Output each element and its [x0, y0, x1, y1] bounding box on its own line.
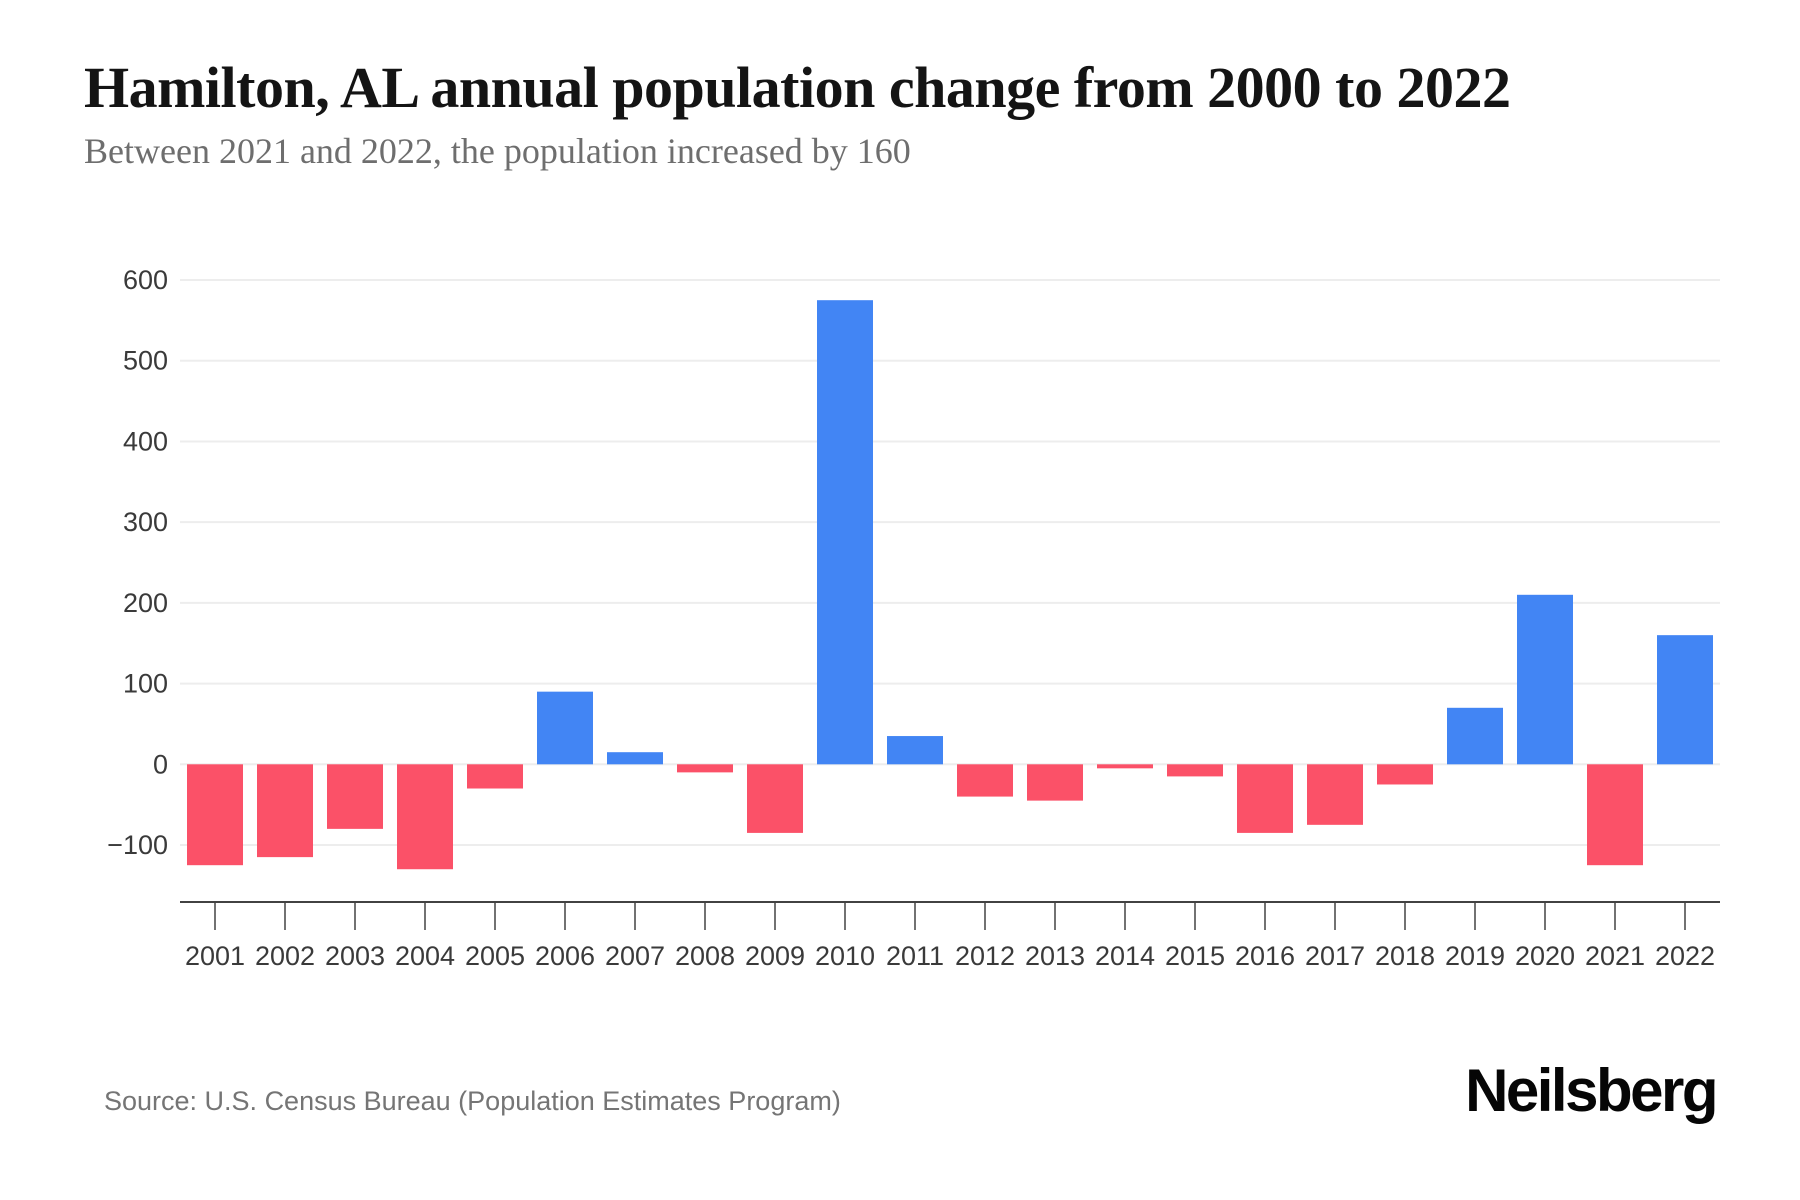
- bar-2013[interactable]: [1027, 764, 1083, 801]
- x-axis-label-2017: 2017: [1305, 941, 1365, 971]
- x-axis-label-2005: 2005: [465, 941, 525, 971]
- bar-2014[interactable]: [1097, 764, 1153, 769]
- x-axis-label-2009: 2009: [745, 941, 805, 971]
- bar-2010[interactable]: [817, 300, 873, 765]
- y-axis-label-400: 400: [123, 426, 168, 456]
- bar-2011[interactable]: [887, 736, 943, 765]
- bar-2015[interactable]: [1167, 764, 1223, 777]
- bar-2004[interactable]: [397, 764, 453, 870]
- x-axis-label-2020: 2020: [1515, 941, 1575, 971]
- chart-subtitle: Between 2021 and 2022, the population in…: [84, 131, 911, 171]
- x-axis-label-2006: 2006: [535, 941, 595, 971]
- bar-2022[interactable]: [1657, 635, 1713, 765]
- x-axis-label-2011: 2011: [886, 941, 944, 971]
- x-axis-label-2022: 2022: [1655, 941, 1715, 971]
- chart-title: Hamilton, AL annual population change fr…: [84, 55, 1511, 120]
- source-attribution: Source: U.S. Census Bureau (Population E…: [104, 1086, 841, 1116]
- bar-2002[interactable]: [257, 764, 313, 858]
- y-axis-label-100: 100: [123, 669, 168, 699]
- bar-2001[interactable]: [187, 764, 243, 866]
- bar-2018[interactable]: [1377, 764, 1433, 785]
- y-axis-label-0: 0: [153, 749, 168, 779]
- x-axis-label-2003: 2003: [325, 941, 385, 971]
- x-axis-label-2014: 2014: [1095, 941, 1155, 971]
- bar-2012[interactable]: [957, 764, 1013, 797]
- x-axis-label-2008: 2008: [675, 941, 735, 971]
- bar-2020[interactable]: [1517, 594, 1573, 765]
- x-axis-label-2001: 2001: [185, 941, 245, 971]
- x-axis-label-2016: 2016: [1235, 941, 1295, 971]
- x-axis-label-2002: 2002: [255, 941, 315, 971]
- x-axis-label-2010: 2010: [815, 941, 875, 971]
- bar-2006[interactable]: [537, 691, 593, 765]
- x-axis-label-2013: 2013: [1025, 941, 1085, 971]
- brand-logo: Neilsberg: [1465, 1057, 1718, 1124]
- y-axis-label-500: 500: [123, 346, 168, 376]
- bar-2009[interactable]: [747, 764, 803, 833]
- x-axis-label-2007: 2007: [605, 941, 665, 971]
- x-axis-label-2019: 2019: [1445, 941, 1505, 971]
- bar-2016[interactable]: [1237, 764, 1293, 833]
- y-axis-label-300: 300: [123, 507, 168, 537]
- y-axis-label-200: 200: [123, 588, 168, 618]
- y-axis-label-600: 600: [123, 265, 168, 295]
- x-axis-label-2015: 2015: [1165, 941, 1225, 971]
- bar-2017[interactable]: [1307, 764, 1363, 825]
- bar-2008[interactable]: [677, 764, 733, 773]
- bar-2019[interactable]: [1447, 707, 1503, 765]
- bar-2003[interactable]: [327, 764, 383, 829]
- x-axis-label-2004: 2004: [395, 941, 455, 971]
- x-axis-label-2021: 2021: [1585, 941, 1645, 971]
- x-axis-label-2018: 2018: [1375, 941, 1435, 971]
- y-axis-label--100: −100: [107, 830, 168, 860]
- bar-2005[interactable]: [467, 764, 523, 789]
- x-axis-label-2012: 2012: [955, 941, 1015, 971]
- bar-2021[interactable]: [1587, 764, 1643, 866]
- bar-2007[interactable]: [607, 752, 663, 765]
